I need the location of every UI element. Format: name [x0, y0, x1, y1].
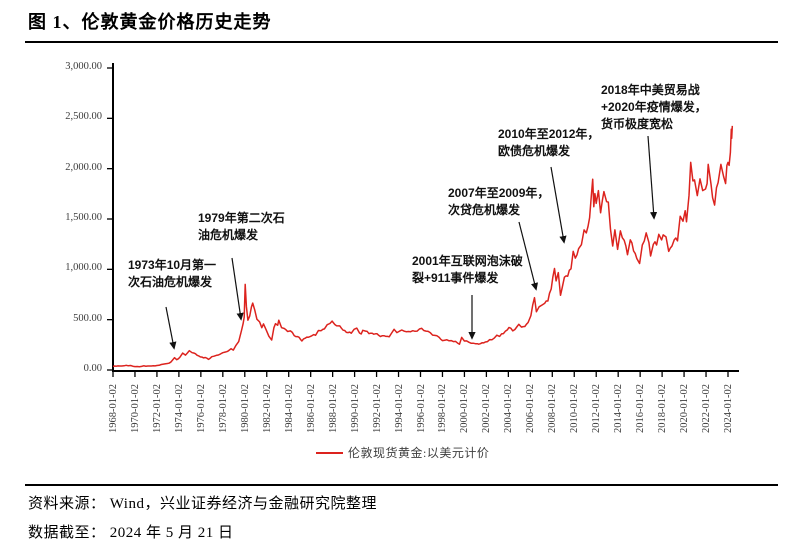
x-axis-tick-label: 2016-01-02: [635, 384, 647, 433]
y-axis-tick-label: 1,000.00: [65, 262, 102, 274]
x-axis-tick-label: 1998-01-02: [437, 384, 449, 433]
x-axis-tick-label: 1976-01-02: [195, 384, 207, 433]
annotation-text-line: 1979年第二次石: [198, 211, 285, 225]
annotation-text: 2018年中美贸易战 +2020年疫情爆发， 货币极度宽松: [601, 82, 707, 133]
annotation-text: 1973年10月第一 次石油危机爆发: [128, 257, 216, 291]
x-axis-tick-label: 2014-01-02: [613, 384, 625, 433]
x-axis-tick-label: 2018-01-02: [657, 384, 669, 433]
annotation-text-line: 2001年互联网泡沫破: [412, 254, 523, 268]
title-divider: [25, 41, 778, 43]
annotation-arrow: [550, 166, 567, 244]
y-axis-tick-label: 1,500.00: [65, 212, 102, 223]
annotation-text-line: 油危机爆发: [198, 228, 259, 242]
x-axis-tick-label: 2024-01-02: [723, 384, 734, 433]
annotation-text-line: 2007年至2009年，: [448, 186, 550, 200]
annotation-arrow: [165, 306, 177, 350]
annotation-text-line: 裂+911事件爆发: [412, 271, 499, 285]
x-axis-tick-label: 2000-01-02: [459, 384, 471, 433]
x-axis-tick-label: 1984-01-02: [283, 384, 295, 433]
x-axis-tick-label: 2004-01-02: [503, 384, 515, 433]
x-axis-tick-label: 2020-01-02: [679, 384, 691, 433]
x-axis-tick-label: 1994-01-02: [393, 384, 405, 433]
x-axis-tick-label: 1978-01-02: [217, 384, 229, 433]
annotation-text-line: 2010年至2012年，: [498, 127, 600, 141]
x-axis-tick-label: 1968-01-02: [108, 384, 119, 433]
annotation-text: 1979年第二次石 油危机爆发: [198, 210, 285, 244]
y-axis-tick-label: 2,000.00: [65, 161, 102, 173]
gold-price-series-line: [112, 125, 734, 368]
annotation-text-line: 次贷危机爆发: [448, 203, 521, 217]
x-axis-tick-label: 1992-01-02: [371, 384, 383, 433]
x-axis-tick-label: 1990-01-02: [349, 384, 361, 433]
source-note: 资料来源： Wind，兴业证券经济与金融研究院整理: [28, 496, 377, 512]
y-axis-tick-label: 2,500.00: [65, 111, 102, 123]
annotation-text-line: +2020年疫情爆发，: [601, 100, 707, 114]
annotation-arrow: [231, 257, 244, 321]
y-axis-tick-label: 0.00: [83, 363, 102, 374]
annotation-text-line: 2018年中美贸易战: [601, 83, 700, 97]
legend-label: 伦敦现货黄金:以美元计价: [348, 446, 490, 460]
annotation-arrow: [518, 221, 539, 291]
x-axis-tick-label: 2006-01-02: [525, 384, 537, 433]
figure-title: 图 1、伦敦黄金价格历史走势: [28, 12, 272, 32]
x-axis-tick-label: 1972-01-02: [151, 384, 163, 433]
footer-divider: [25, 484, 778, 486]
annotation-text-line: 次石油危机爆发: [128, 275, 213, 289]
annotation-text: 2001年互联网泡沫破 裂+911事件爆发: [412, 253, 523, 287]
x-axis-tick-label: 2002-01-02: [481, 384, 493, 433]
legend-line-marker: [316, 451, 343, 454]
x-axis-tick-label: 1988-01-02: [327, 384, 339, 433]
annotation-text: 2007年至2009年， 次贷危机爆发: [448, 185, 549, 219]
x-axis-tick-label: 1986-01-02: [305, 384, 317, 433]
annotation-text-line: 欧债危机爆发: [498, 144, 571, 158]
annotation-text-line: 1973年10月第一: [128, 258, 217, 272]
x-axis-tick-label: 1996-01-02: [415, 384, 427, 433]
x-axis-tick-label: 2012-01-02: [591, 384, 603, 433]
data-cutoff-note: 数据截至： 2024 年 5 月 21 日: [28, 525, 234, 541]
x-axis-tick-label: 1970-01-02: [129, 384, 141, 433]
x-axis-tick-label: 1974-01-02: [173, 384, 185, 433]
y-axis-tick-label: 500.00: [73, 312, 102, 324]
x-axis-tick-label: 2008-01-02: [547, 384, 559, 433]
x-axis-tick-label: 1980-01-02: [239, 384, 251, 433]
y-axis-tick-label: 3,000.00: [65, 61, 102, 72]
annotation-text-line: 货币极度宽松: [601, 117, 674, 131]
annotation-arrow: [647, 135, 658, 220]
legend: 伦敦现货黄金:以美元计价: [316, 444, 489, 461]
x-axis-tick-label: 2022-01-02: [701, 384, 713, 433]
x-axis-tick-label: 1982-01-02: [261, 384, 273, 433]
x-axis-tick-label: 2010-01-02: [569, 384, 581, 433]
annotation-text: 2010年至2012年， 欧债危机爆发: [498, 126, 599, 160]
